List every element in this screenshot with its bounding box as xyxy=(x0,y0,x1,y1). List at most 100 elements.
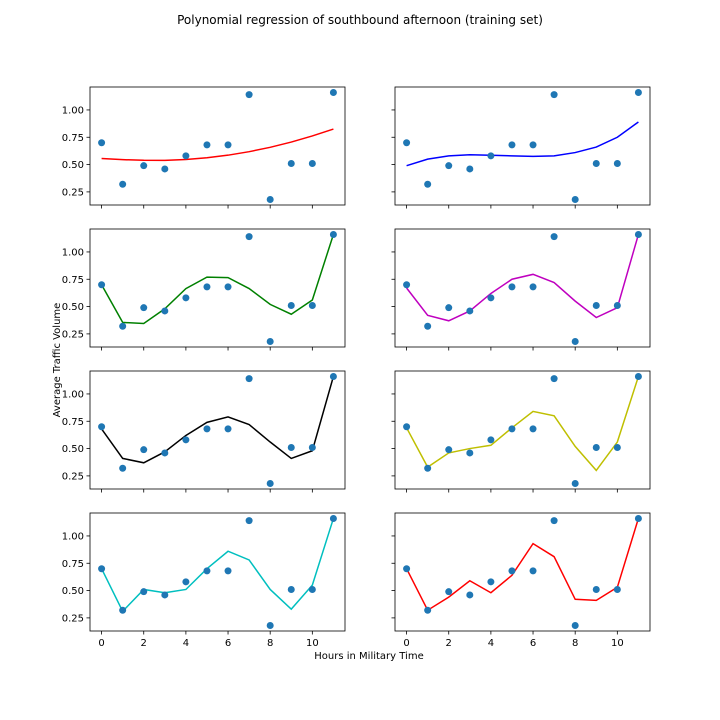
regression-line xyxy=(405,376,640,472)
data-point xyxy=(487,436,495,444)
data-point xyxy=(529,425,537,433)
data-point xyxy=(613,585,621,593)
data-point xyxy=(98,423,106,431)
subplot-8: 0 2 4 6 8 10 xyxy=(391,512,651,649)
data-point xyxy=(529,141,537,149)
data-point xyxy=(592,443,600,451)
data-point xyxy=(182,578,190,586)
data-point xyxy=(287,443,295,451)
data-point xyxy=(634,372,642,380)
data-point xyxy=(203,425,211,433)
data-point xyxy=(329,372,337,380)
data-point xyxy=(224,141,232,149)
axes-frame xyxy=(394,512,651,632)
data-point xyxy=(445,162,453,170)
data-point xyxy=(487,578,495,586)
data-point xyxy=(466,449,474,457)
subplot-5: 0.25 0.50 0.75 1.00 xyxy=(62,370,346,493)
data-point xyxy=(224,567,232,575)
data-point xyxy=(245,233,253,241)
data-point xyxy=(550,233,558,241)
data-point xyxy=(550,91,558,99)
figure-title: Polynomial regression of southbound afte… xyxy=(177,13,543,27)
regression-line xyxy=(406,121,639,167)
subplot-grid: 0.25 0.50 0.75 1.00 0.25 0.50 0.75 1.00 0.25 0.50… xyxy=(62,86,651,649)
data-point xyxy=(182,152,190,160)
data-point xyxy=(403,139,411,147)
x-tick-label: 6 xyxy=(225,638,231,649)
y-tick-label: 1.00 xyxy=(62,531,84,542)
subplot-1: 0.25 0.50 0.75 1.00 xyxy=(62,86,346,209)
data-point xyxy=(287,301,295,309)
data-point xyxy=(329,230,337,238)
regression-line xyxy=(100,234,335,325)
data-point xyxy=(571,196,579,204)
data-point xyxy=(98,139,106,147)
y-tick-label: 0.50 xyxy=(62,444,84,455)
y-tick-label: 0.75 xyxy=(62,417,84,428)
data-point xyxy=(140,446,148,454)
y-tick-label: 0.25 xyxy=(62,187,84,198)
y-tick-label: 1.00 xyxy=(62,105,84,116)
data-point xyxy=(119,180,127,188)
data-point xyxy=(140,304,148,312)
data-point xyxy=(508,425,516,433)
data-point xyxy=(266,196,274,204)
data-point xyxy=(550,375,558,383)
data-point xyxy=(161,591,169,599)
data-point xyxy=(529,567,537,575)
data-point xyxy=(508,141,516,149)
data-point xyxy=(613,443,621,451)
x-tick-label: 6 xyxy=(530,638,536,649)
y-tick-label: 0.25 xyxy=(62,471,84,482)
data-point xyxy=(329,514,337,522)
y-tick-label: 1.00 xyxy=(62,389,84,400)
data-point xyxy=(287,159,295,167)
axes-frame xyxy=(394,228,651,348)
y-tick-label: 0.25 xyxy=(62,329,84,340)
data-point xyxy=(634,230,642,238)
data-point xyxy=(182,294,190,302)
data-point xyxy=(592,301,600,309)
data-point xyxy=(403,565,411,573)
data-point xyxy=(245,375,253,383)
data-point xyxy=(466,165,474,173)
x-tick-label: 8 xyxy=(572,638,578,649)
data-point xyxy=(466,591,474,599)
data-point xyxy=(245,517,253,525)
data-point xyxy=(592,159,600,167)
data-point xyxy=(119,322,127,330)
x-tick-label: 2 xyxy=(446,638,452,649)
x-tick-label: 0 xyxy=(403,638,409,649)
data-point xyxy=(487,294,495,302)
data-point xyxy=(119,464,127,472)
data-point xyxy=(571,622,579,630)
data-point xyxy=(266,338,274,346)
y-tick-label: 0.75 xyxy=(62,275,84,286)
regression-line xyxy=(100,376,335,464)
data-point xyxy=(424,464,432,472)
data-point xyxy=(308,301,316,309)
data-point xyxy=(403,281,411,289)
x-tick-label: 2 xyxy=(141,638,147,649)
y-tick-label: 1.00 xyxy=(62,247,84,258)
x-tick-label: 10 xyxy=(306,638,319,649)
y-tick-label: 0.50 xyxy=(62,160,84,171)
data-point xyxy=(466,307,474,315)
data-point xyxy=(182,436,190,444)
data-point xyxy=(487,152,495,160)
data-point xyxy=(98,565,106,573)
data-point xyxy=(308,585,316,593)
y-axis-label: Average Traffic Volume xyxy=(52,303,63,418)
y-tick-label: 0.75 xyxy=(62,133,84,144)
axes-frame xyxy=(394,86,651,206)
data-point xyxy=(445,446,453,454)
data-point xyxy=(424,606,432,614)
y-tick-label: 0.50 xyxy=(62,586,84,597)
y-tick-label: 0.25 xyxy=(62,613,84,624)
data-point xyxy=(445,304,453,312)
subplot-2 xyxy=(391,86,651,209)
data-point xyxy=(571,338,579,346)
y-tick-label: 0.50 xyxy=(62,302,84,313)
x-tick-label: 10 xyxy=(611,638,624,649)
